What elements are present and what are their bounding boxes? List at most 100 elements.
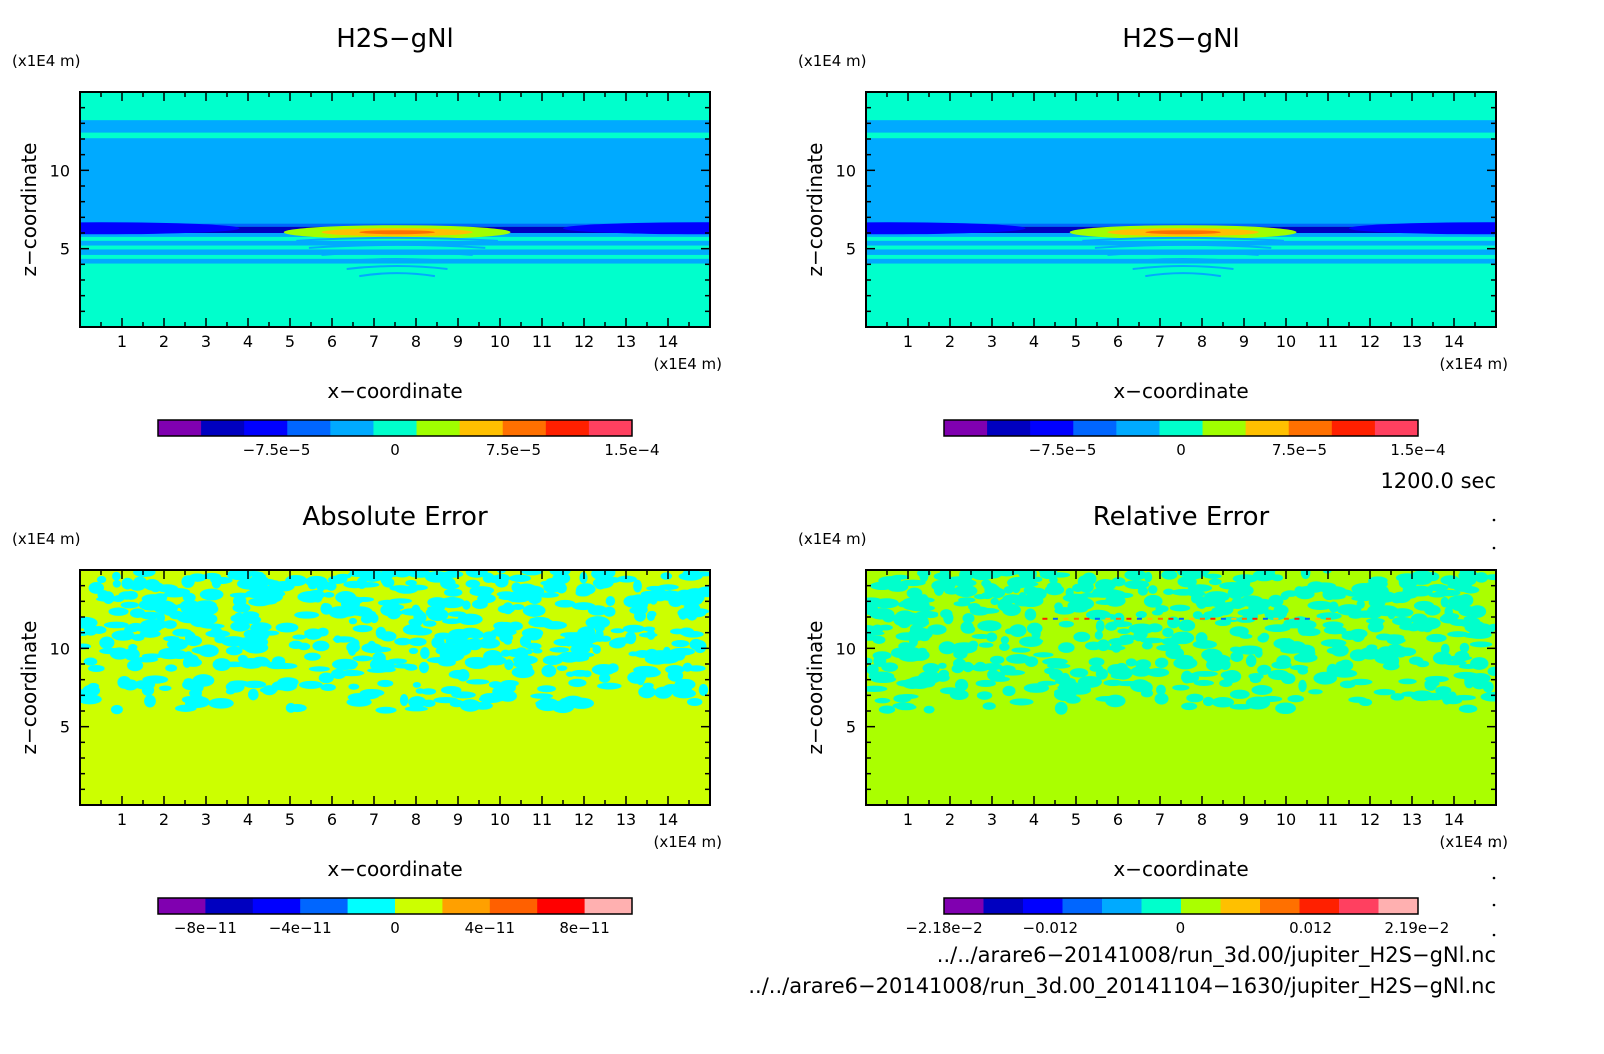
error-patch [1447,582,1461,589]
error-patch [553,638,576,647]
error-patch [549,570,571,577]
error-patch [347,661,357,670]
error-patch [878,705,896,714]
error-patch [667,669,684,682]
error-patch [906,587,923,599]
error-patch [638,685,656,699]
margin-dot [1492,546,1496,550]
error-patch [298,680,323,689]
error-patch [379,666,396,673]
error-streak [1262,617,1268,620]
colorbar-swatch [1220,898,1261,914]
error-patch [400,608,424,616]
y-axis-label: z−coordinate [17,143,41,277]
error-patch [543,580,562,594]
error-patch [1338,659,1354,672]
error-patch [120,601,139,609]
error-patch [987,668,999,681]
error-patch [288,640,304,650]
error-patch [346,697,372,707]
error-patch [546,577,565,583]
error-patch [163,620,177,629]
error-patch [127,659,144,672]
error-patch [990,597,999,606]
error-patch [1208,578,1222,586]
field-band [80,138,710,224]
error-patch [1409,585,1433,597]
error-patch [986,632,998,642]
error-patch [241,611,260,619]
error-patch [1462,586,1480,594]
error-patch [893,694,912,703]
error-patch [519,663,533,674]
error-patch [408,618,420,626]
colorbar-swatch [395,898,443,914]
error-patch [976,691,993,700]
error-patch [525,628,543,641]
x-tick-label: 5 [1071,332,1081,351]
wave-crest [321,250,473,256]
field-band [866,132,1496,139]
colorbar-swatch [537,898,586,914]
error-patch [1313,582,1337,590]
error-patch [1181,702,1198,711]
error-patch [338,669,365,677]
error-patch [954,678,969,692]
error-patch [110,704,123,715]
error-patch [1368,597,1386,608]
error-patch [131,633,145,641]
error-patch [415,688,425,694]
x-tick-label: 12 [1360,332,1380,351]
error-patch [480,693,502,701]
error-patch [898,650,923,662]
error-patch [1425,571,1440,582]
error-patch [1117,628,1131,635]
error-patch [425,607,441,618]
error-patch [1198,600,1217,607]
error-patch [1024,656,1039,667]
error-patch [1400,577,1409,584]
error-patch [469,630,484,639]
error-patch [943,611,954,625]
error-patch [1434,589,1461,597]
error-patch [1268,594,1284,608]
error-patch [277,677,299,688]
plot-area [80,92,710,327]
error-patch [469,587,493,597]
error-patch [1401,691,1417,697]
colorbar-swatch [416,420,461,436]
error-patch [156,612,166,623]
error-patch [974,594,988,600]
error-patch [594,580,607,590]
colorbar-label: 4e−11 [465,919,515,937]
error-patch [199,623,225,629]
error-patch [1000,636,1010,645]
error-patch [1002,685,1016,697]
anomaly-negative-right [563,222,710,235]
error-patch [251,573,267,579]
error-patch [1453,671,1479,680]
error-patch [1283,618,1309,627]
error-patch [636,674,645,686]
error-patch [1144,571,1153,583]
x-tick-label: 6 [1113,810,1123,829]
error-patch [866,624,879,637]
error-patch [951,664,964,674]
field-band [866,240,1496,246]
error-patch [1176,654,1194,663]
error-patch [1203,573,1222,579]
error-patch [866,664,879,675]
error-patch [166,638,189,651]
error-patch [1359,647,1381,660]
error-patch [872,651,892,660]
field-band [866,223,1496,227]
error-patch [399,693,409,706]
colorbar-swatch [545,420,590,436]
error-patch [1388,652,1401,658]
error-patch [333,635,342,643]
y-tick-label: 5 [846,240,856,259]
error-patch [554,599,576,608]
x-tick-label: 10 [1276,332,1296,351]
error-patch [210,626,223,639]
error-patch [565,671,575,677]
